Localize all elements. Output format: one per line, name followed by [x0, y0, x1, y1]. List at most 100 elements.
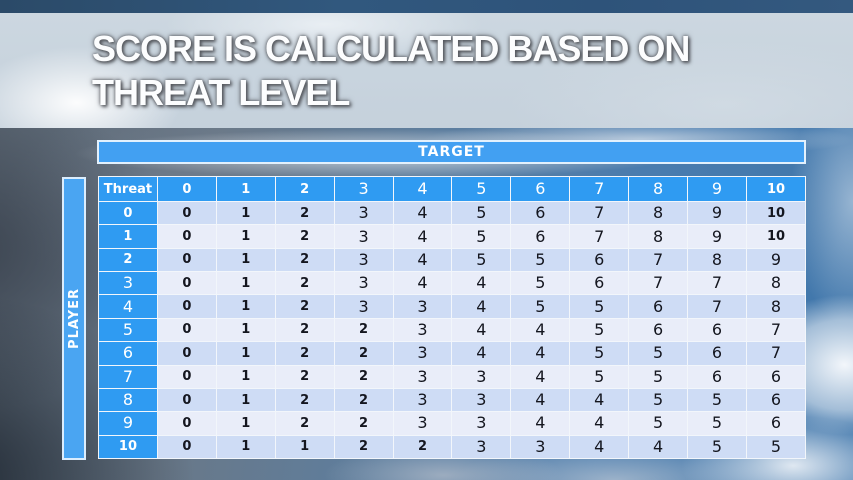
score-cell: 4	[569, 411, 630, 436]
score-cell: 5	[628, 341, 689, 366]
player-axis-bar: PLAYER	[62, 177, 86, 460]
score-cell: 8	[745, 294, 807, 319]
target-col-header: 3	[333, 176, 394, 202]
score-cell: 5	[510, 271, 571, 296]
score-cell: 4	[392, 271, 453, 296]
score-cell: 3	[451, 411, 512, 436]
score-cell: 4	[392, 224, 453, 249]
score-cell: 6	[745, 411, 807, 436]
score-cell: 5	[569, 341, 630, 366]
player-row-header: 8	[98, 387, 158, 413]
score-cell: 7	[745, 317, 807, 343]
target-col-header: 4	[392, 176, 453, 202]
score-cell: 4	[392, 247, 453, 273]
score-cell: 0	[156, 247, 217, 273]
score-cell: 3	[392, 294, 453, 319]
score-cell: 2	[274, 294, 335, 319]
score-cell: 8	[628, 224, 689, 249]
score-cell: 3	[510, 434, 571, 460]
score-cell: 3	[392, 341, 453, 366]
score-cell: 5	[687, 411, 747, 436]
score-cell: 6	[687, 317, 747, 343]
target-col-header: 7	[569, 176, 630, 202]
player-row-header: 10	[98, 434, 158, 460]
score-cell: 4	[510, 341, 571, 366]
score-cell: 2	[274, 341, 335, 366]
score-cell: 3	[392, 364, 453, 389]
score-cell: 10	[745, 224, 807, 249]
score-cell: 5	[569, 364, 630, 389]
score-cell: 9	[687, 224, 747, 249]
score-cell: 3	[392, 317, 453, 343]
score-cell: 5	[451, 200, 512, 226]
player-row-header: 1	[98, 224, 158, 249]
score-cell: 5	[687, 434, 747, 460]
header-row: Threat 0 1 2 3 4 5 6 7 8 9 10	[98, 176, 807, 202]
score-cell: 4	[510, 411, 571, 436]
score-cell: 1	[215, 294, 276, 319]
score-cell: 10	[745, 200, 807, 226]
score-cell: 6	[510, 224, 571, 249]
score-cell: 0	[156, 411, 217, 436]
score-cell: 2	[274, 364, 335, 389]
score-cell: 2	[333, 317, 394, 343]
target-col-header: 8	[628, 176, 689, 202]
score-cell: 2	[274, 387, 335, 413]
score-cell: 4	[510, 317, 571, 343]
score-cell: 1	[215, 317, 276, 343]
score-row: 0 0 1 2 3 4 5 6 7 8 9 10	[98, 200, 807, 226]
score-cell: 6	[687, 364, 747, 389]
score-cell: 2	[274, 411, 335, 436]
score-cell: 5	[628, 364, 689, 389]
score-cell: 5	[569, 294, 630, 319]
score-cell: 8	[745, 271, 807, 296]
score-cell: 0	[156, 341, 217, 366]
score-cell: 1	[215, 200, 276, 226]
score-cell: 0	[156, 294, 217, 319]
score-cell: 2	[333, 387, 394, 413]
score-matrix-table: Threat 0 1 2 3 4 5 6 7 8 9 10 0 0 1 2 3 4 5 6 7 8 9 10 1 0 1 2 3 4 5 6…	[98, 176, 807, 460]
score-cell: 1	[215, 364, 276, 389]
score-cell: 1	[215, 341, 276, 366]
score-cell: 3	[451, 387, 512, 413]
score-cell: 2	[333, 341, 394, 366]
player-row-header: 2	[98, 247, 158, 273]
score-cell: 1	[215, 224, 276, 249]
player-row-header: 9	[98, 411, 158, 436]
score-cell: 3	[333, 200, 394, 226]
player-row-header: 4	[98, 294, 158, 319]
score-cell: 4	[569, 434, 630, 460]
target-axis-bar: TARGET	[97, 140, 806, 164]
score-row: 10 0 1 1 2 2 3 3 4 4 5 5	[98, 434, 807, 460]
score-cell: 7	[745, 341, 807, 366]
score-cell: 6	[745, 364, 807, 389]
score-cell: 0	[156, 200, 217, 226]
score-cell: 8	[628, 200, 689, 226]
score-cell: 4	[451, 271, 512, 296]
score-cell: 4	[451, 317, 512, 343]
score-cell: 6	[628, 294, 689, 319]
score-cell: 2	[274, 247, 335, 273]
score-cell: 2	[333, 364, 394, 389]
score-cell: 1	[215, 434, 276, 460]
score-cell: 5	[510, 294, 571, 319]
score-cell: 0	[156, 224, 217, 249]
score-cell: 1	[215, 247, 276, 273]
score-cell: 7	[687, 271, 747, 296]
target-axis-label: TARGET	[418, 144, 485, 160]
score-cell: 5	[687, 387, 747, 413]
score-cell: 5	[628, 387, 689, 413]
score-cell: 4	[451, 341, 512, 366]
top-strip	[0, 0, 853, 13]
player-row-header: 3	[98, 271, 158, 296]
score-cell: 2	[333, 411, 394, 436]
score-cell: 6	[569, 247, 630, 273]
score-cell: 5	[745, 434, 807, 460]
score-cell: 4	[510, 364, 571, 389]
score-cell: 5	[451, 247, 512, 273]
score-cell: 7	[628, 247, 689, 273]
score-cell: 1	[215, 387, 276, 413]
